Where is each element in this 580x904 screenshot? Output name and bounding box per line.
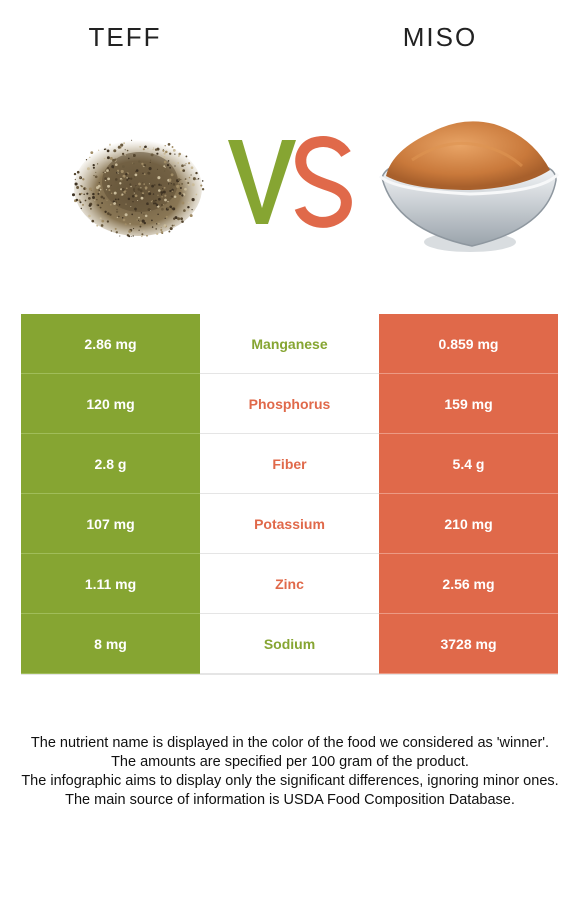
footnote-line: The main source of information is USDA F… [65, 792, 515, 808]
nutrient-table: 2.86 mg Manganese 0.859 mg 120 mg Phosphorus… [21, 314, 558, 675]
right-value: 2.56 mg [379, 554, 558, 614]
table-row: 1.11 mg Zinc 2.56 mg [21, 554, 558, 614]
table-row: 120 mg Phosphorus 159 mg [21, 374, 558, 434]
nutrient-name: Potassium [200, 494, 379, 553]
footnote-line: The nutrient name is displayed in the co… [30, 735, 550, 751]
miso-image [378, 121, 560, 252]
left-value: 1.11 mg [21, 554, 200, 614]
left-food-title: TEFF [88, 22, 162, 52]
right-value: 210 mg [379, 494, 558, 554]
footnote-line: The infographic aims to display only the… [21, 773, 559, 789]
right-food-title: MISO [402, 22, 478, 52]
nutrient-name: Zinc [200, 554, 379, 613]
left-value: 107 mg [21, 494, 200, 554]
vs-mark: VS [222, 130, 352, 228]
right-value: 5.4 g [379, 434, 558, 494]
teff-image [71, 139, 205, 238]
table-row: 2.86 mg Manganese 0.859 mg [21, 314, 558, 374]
left-value: 2.86 mg [21, 314, 200, 374]
footnote: The nutrient name is displayed in the co… [0, 734, 580, 810]
vs-text: VS [222, 130, 224, 131]
nutrient-name: Manganese [200, 314, 379, 373]
right-value: 3728 mg [379, 614, 558, 674]
right-value: 159 mg [379, 374, 558, 434]
left-value: 120 mg [21, 374, 200, 434]
footnote-line: The amounts are specified per 100 gram o… [111, 754, 469, 770]
left-value: 2.8 g [21, 434, 200, 494]
nutrient-name: Phosphorus [200, 374, 379, 433]
nutrient-name: Fiber [200, 434, 379, 493]
left-value: 8 mg [21, 614, 200, 674]
nutrient-name: Sodium [200, 614, 379, 673]
table-row: 107 mg Potassium 210 mg [21, 494, 558, 554]
table-row: 8 mg Sodium 3728 mg [21, 614, 558, 675]
table-row: 2.8 g Fiber 5.4 g [21, 434, 558, 494]
right-value: 0.859 mg [379, 314, 558, 374]
